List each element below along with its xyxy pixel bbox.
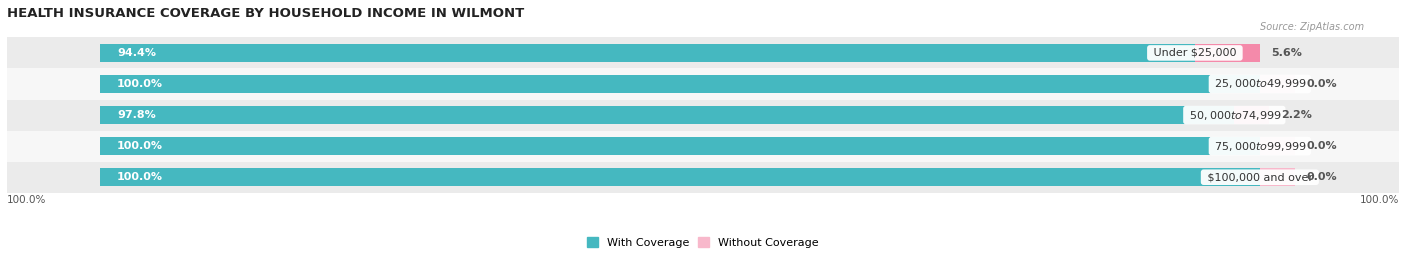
Bar [1260, 137, 1295, 155]
Text: Under $25,000: Under $25,000 [1150, 48, 1240, 58]
Text: 2.2%: 2.2% [1281, 110, 1312, 120]
Text: HEALTH INSURANCE COVERAGE BY HOUSEHOLD INCOME IN WILMONT: HEALTH INSURANCE COVERAGE BY HOUSEHOLD I… [7, 7, 524, 20]
Text: 100.0%: 100.0% [117, 79, 163, 89]
Text: 100.0%: 100.0% [1360, 195, 1399, 205]
Bar [100, 75, 1260, 93]
Bar [7, 162, 1399, 193]
Text: $100,000 and over: $100,000 and over [1204, 172, 1316, 182]
Text: 100.0%: 100.0% [7, 195, 46, 205]
Text: 0.0%: 0.0% [1306, 79, 1337, 89]
Text: Source: ZipAtlas.com: Source: ZipAtlas.com [1260, 22, 1364, 32]
Text: $25,000 to $49,999: $25,000 to $49,999 [1212, 77, 1308, 90]
Bar [1195, 44, 1260, 62]
Text: $50,000 to $74,999: $50,000 to $74,999 [1185, 109, 1282, 122]
Bar [7, 131, 1399, 162]
Bar [1234, 106, 1270, 124]
Bar [7, 69, 1399, 100]
Bar [1260, 75, 1295, 93]
Bar [100, 44, 1195, 62]
Bar [1260, 168, 1295, 186]
Bar [100, 106, 1234, 124]
Bar [7, 37, 1399, 69]
Text: $75,000 to $99,999: $75,000 to $99,999 [1212, 140, 1308, 153]
Text: 100.0%: 100.0% [117, 141, 163, 151]
Bar [100, 168, 1260, 186]
Text: 94.4%: 94.4% [117, 48, 156, 58]
Legend: With Coverage, Without Coverage: With Coverage, Without Coverage [582, 233, 824, 252]
Text: 100.0%: 100.0% [117, 172, 163, 182]
Text: 5.6%: 5.6% [1271, 48, 1302, 58]
Text: 0.0%: 0.0% [1306, 141, 1337, 151]
Text: 0.0%: 0.0% [1306, 172, 1337, 182]
Bar [100, 137, 1260, 155]
Text: 97.8%: 97.8% [117, 110, 156, 120]
Bar [7, 100, 1399, 131]
